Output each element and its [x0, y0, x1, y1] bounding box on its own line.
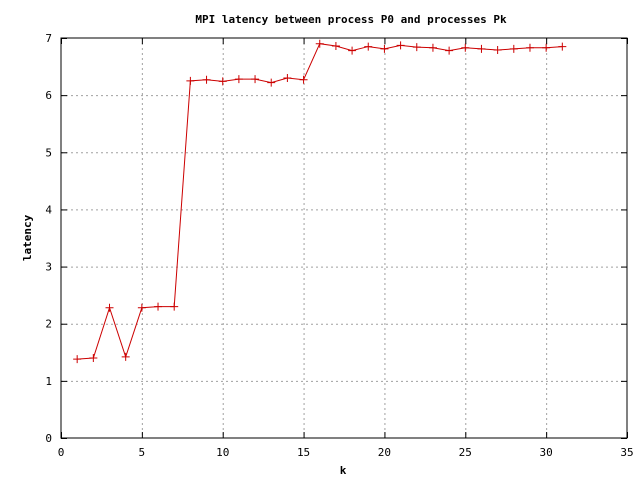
plot-frame: [60, 37, 628, 439]
data-point: [461, 43, 470, 52]
data-point: [251, 75, 260, 84]
data-point: [315, 39, 324, 48]
y-tick-label: 7: [45, 32, 52, 45]
data-point: [428, 43, 437, 52]
data-point: [121, 352, 130, 361]
x-tick-label: 20: [378, 446, 391, 459]
data-point: [105, 303, 114, 312]
data-point: [283, 74, 292, 82]
x-tick-label: 5: [139, 446, 146, 459]
data-point: [267, 78, 276, 87]
data-point: [202, 75, 211, 84]
data-point: [525, 43, 534, 52]
x-axis-label: k: [340, 464, 347, 477]
data-point: [558, 42, 567, 51]
y-tick-label: 2: [45, 318, 52, 331]
data-point: [89, 354, 98, 362]
data-point: [348, 46, 357, 55]
data-point: [396, 41, 405, 50]
data-point: [493, 46, 502, 54]
data-point: [445, 46, 454, 55]
data-point: [154, 302, 163, 311]
y-tick-label: 0: [45, 432, 52, 445]
x-tick-label: 30: [540, 446, 553, 459]
data-point: [364, 42, 373, 51]
chart-title: MPI latency between process P0 and proce…: [195, 13, 507, 26]
series-layer: [73, 39, 567, 364]
data-point: [380, 44, 389, 53]
data-point: [542, 43, 551, 52]
data-point: [412, 43, 421, 52]
x-tick-label: 25: [459, 446, 472, 459]
data-point: [170, 302, 179, 311]
x-tick-label: 15: [297, 446, 310, 459]
series-line: [77, 43, 563, 360]
axis-ticks: [61, 38, 628, 439]
data-point: [73, 355, 82, 364]
data-point: [331, 42, 340, 50]
grid: [61, 38, 627, 438]
data-point: [234, 75, 243, 84]
x-tick-label: 35: [620, 446, 633, 459]
y-axis-label: latency: [21, 214, 34, 261]
data-point: [477, 44, 486, 53]
y-tick-label: 3: [45, 261, 52, 274]
y-tick-label: 4: [45, 203, 52, 216]
x-tick-label: 0: [58, 446, 65, 459]
y-tick-label: 1: [45, 375, 52, 388]
tick-labels: 0 1 2 3 4 5 6 7 0 5 10 15 20 25 30 35: [45, 32, 633, 459]
data-point: [137, 303, 146, 312]
y-tick-label: 6: [45, 89, 52, 102]
y-tick-label: 5: [45, 146, 52, 159]
data-point: [186, 76, 195, 85]
data-point: [218, 77, 227, 86]
x-tick-label: 10: [216, 446, 229, 459]
data-point: [509, 44, 518, 53]
data-point: [299, 75, 308, 84]
